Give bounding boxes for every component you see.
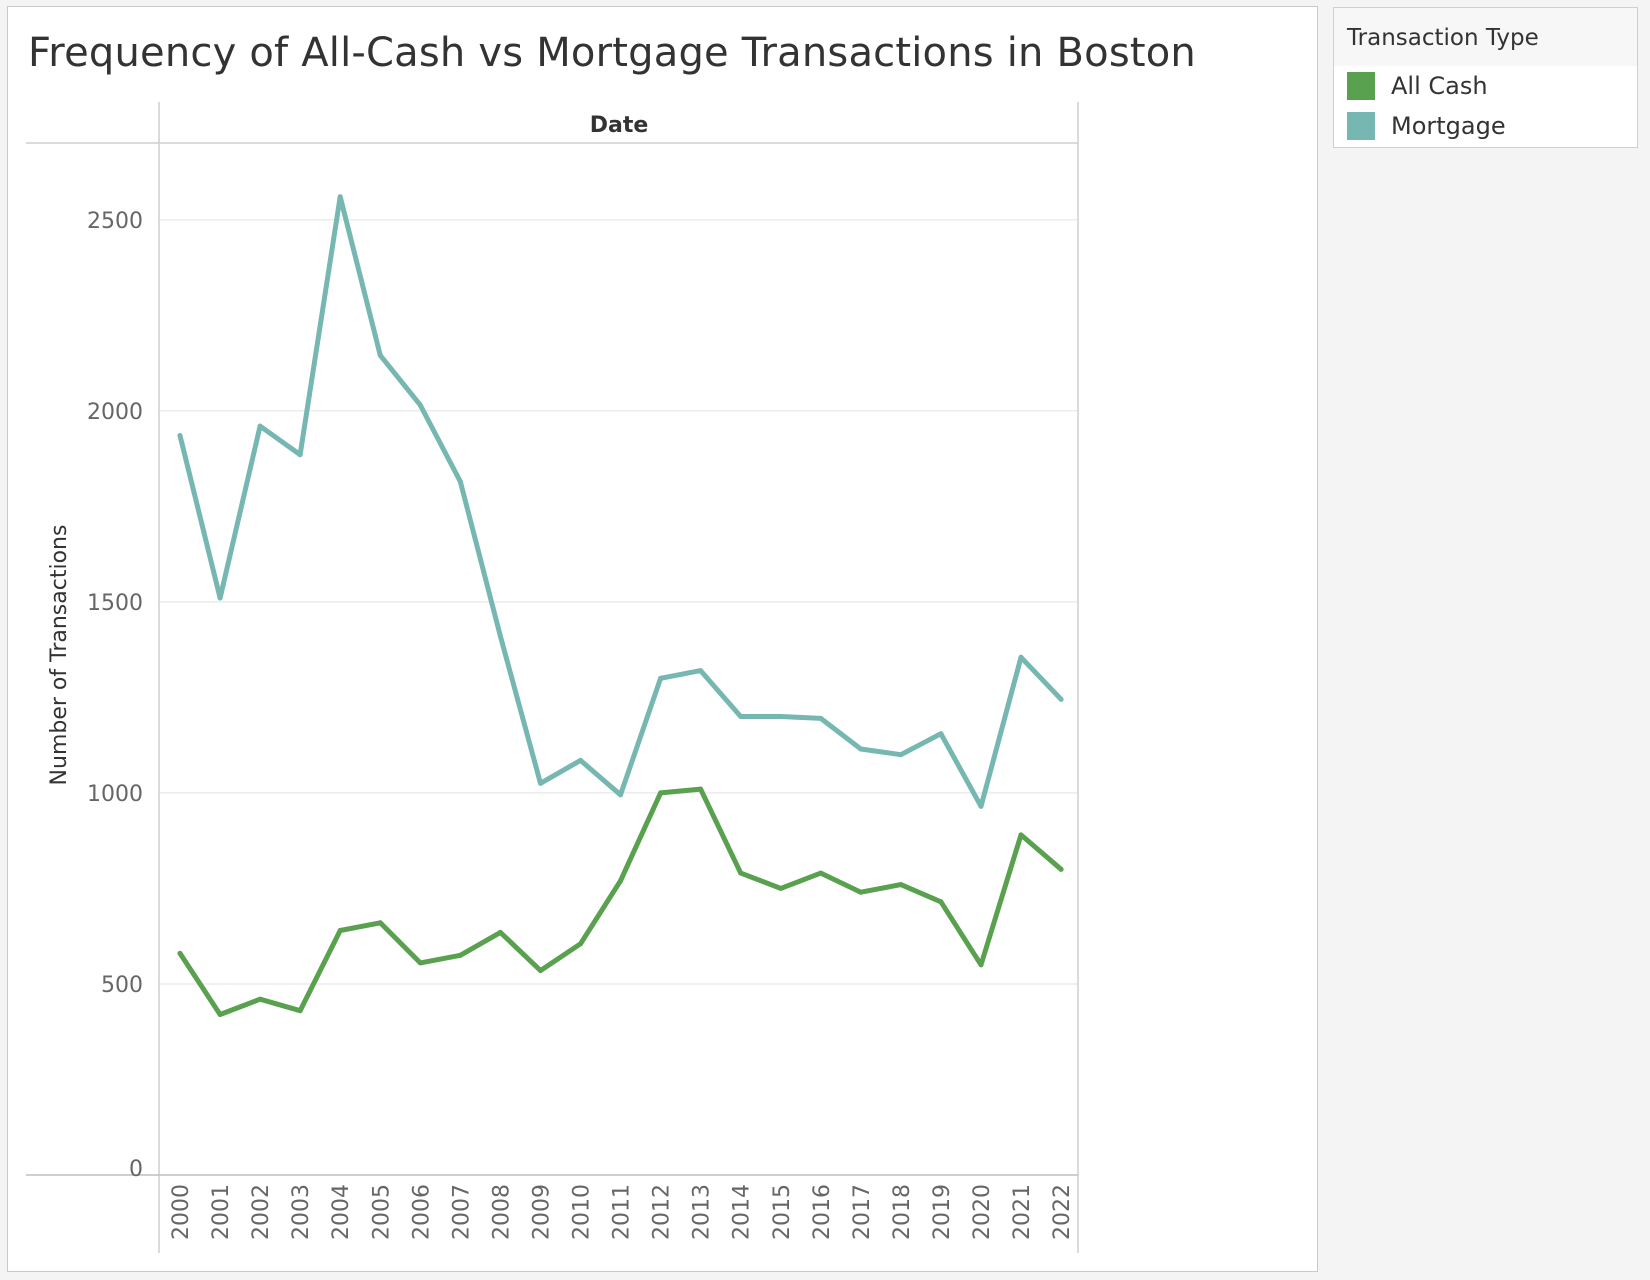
x-tick-label: 2016 — [810, 1184, 835, 1240]
x-axis-ticks: 2000 2001 2002 2003 2004 2005 2006 2007 2008 2009… — [169, 1184, 1075, 1240]
data-point-all-cash — [538, 968, 543, 974]
legend-title: Transaction Type — [1334, 8, 1637, 66]
x-tick-label: 2022 — [1050, 1184, 1075, 1240]
worksheet-panel — [7, 6, 1318, 1272]
legend-item-mortgage[interactable]: Mortgage — [1334, 106, 1637, 146]
data-point-mortgage — [858, 746, 864, 752]
data-point-mortgage — [497, 633, 503, 639]
data-point-mortgage — [938, 731, 944, 737]
data-point-mortgage — [297, 452, 303, 458]
legend-label-all-cash: All Cash — [1391, 72, 1488, 100]
x-tick-label: 2021 — [1010, 1184, 1035, 1240]
data-point-mortgage — [618, 792, 623, 798]
y-axis-ticks: 0 500 1000 1500 2000 2500 — [87, 209, 143, 1182]
x-tick-label: 2011 — [610, 1184, 635, 1240]
x-tick-label: 2002 — [249, 1184, 274, 1240]
x-tick-label: 2009 — [529, 1184, 554, 1240]
data-point-mortgage — [818, 715, 824, 721]
gridlines — [159, 219, 1078, 985]
series-line-mortgage — [177, 194, 1064, 809]
data-point-mortgage — [177, 433, 183, 439]
data-point-mortgage — [217, 595, 223, 601]
x-tick-label: 2018 — [890, 1184, 915, 1240]
data-point-all-cash — [858, 889, 864, 895]
data-point-all-cash — [698, 786, 704, 792]
line-chart: Date Number of Transactions 0 500 1000 1500… — [26, 102, 1079, 1253]
data-point-all-cash — [297, 1008, 303, 1014]
data-point-all-cash — [938, 899, 944, 905]
data-point-mortgage — [538, 780, 543, 786]
data-point-all-cash — [778, 885, 784, 891]
data-point-mortgage — [898, 752, 904, 758]
data-point-mortgage — [1058, 696, 1064, 702]
data-point-mortgage — [698, 668, 704, 674]
x-tick-label: 2001 — [209, 1184, 234, 1240]
data-point-all-cash — [1018, 832, 1024, 838]
data-point-mortgage — [377, 352, 383, 358]
legend-swatch-mortgage — [1347, 112, 1375, 140]
data-point-mortgage — [457, 479, 463, 484]
data-point-all-cash — [898, 882, 904, 888]
data-point-mortgage — [978, 803, 984, 809]
x-tick-label: 2019 — [930, 1184, 955, 1240]
x-tick-label: 2005 — [369, 1184, 394, 1240]
x-tick-label: 2004 — [329, 1184, 354, 1240]
x-tick-label: 2014 — [730, 1184, 755, 1240]
legend: Transaction Type All Cash Mortgage — [1333, 7, 1638, 148]
chart-title: Frequency of All-Cash vs Mortgage Transa… — [28, 30, 1196, 76]
data-point-mortgage — [417, 402, 423, 408]
data-point-all-cash — [578, 941, 583, 947]
data-point-mortgage — [337, 194, 343, 200]
column-header-date: Date — [590, 113, 649, 138]
x-tick-label: 2015 — [770, 1184, 795, 1240]
x-tick-label: 2008 — [489, 1184, 514, 1240]
data-point-all-cash — [417, 960, 423, 966]
data-point-all-cash — [337, 928, 343, 933]
chart-frame — [26, 102, 1079, 1253]
y-tick-label: 2000 — [87, 400, 143, 425]
data-point-all-cash — [818, 870, 824, 876]
x-tick-label: 2007 — [449, 1184, 474, 1240]
x-tick-label: 2012 — [650, 1184, 675, 1240]
x-tick-label: 2010 — [570, 1184, 595, 1240]
data-point-all-cash — [1058, 866, 1064, 872]
y-tick-label: 0 — [129, 1157, 143, 1182]
data-point-mortgage — [257, 423, 263, 429]
data-point-all-cash — [177, 950, 183, 956]
x-tick-label: 2020 — [970, 1184, 995, 1240]
data-point-mortgage — [738, 714, 744, 719]
data-point-mortgage — [658, 675, 664, 681]
x-tick-label: 2006 — [409, 1184, 434, 1240]
y-tick-label: 1500 — [87, 591, 143, 616]
legend-item-all-cash[interactable]: All Cash — [1334, 66, 1637, 106]
data-point-all-cash — [618, 878, 623, 884]
data-point-all-cash — [738, 870, 744, 876]
x-tick-label: 2000 — [169, 1184, 194, 1240]
x-tick-label: 2017 — [850, 1184, 875, 1240]
data-point-all-cash — [978, 962, 984, 968]
data-point-mortgage — [778, 714, 784, 719]
data-point-all-cash — [257, 996, 263, 1002]
series-lines — [177, 194, 1064, 1017]
legend-swatch-all-cash — [1347, 72, 1375, 100]
data-point-all-cash — [497, 929, 503, 935]
y-tick-label: 2500 — [87, 209, 143, 234]
data-point-all-cash — [217, 1012, 223, 1017]
y-axis-label: Number of Transactions — [47, 525, 72, 786]
data-point-mortgage — [578, 757, 583, 763]
legend-label-mortgage: Mortgage — [1391, 112, 1506, 140]
data-point-all-cash — [457, 952, 463, 958]
series-line-all-cash — [177, 786, 1064, 1017]
data-point-all-cash — [377, 920, 383, 926]
x-tick-label: 2013 — [690, 1184, 715, 1240]
data-point-mortgage — [1018, 654, 1024, 660]
y-tick-label: 500 — [101, 973, 143, 998]
data-point-all-cash — [658, 790, 664, 796]
y-tick-label: 1000 — [87, 782, 143, 807]
x-tick-label: 2003 — [289, 1184, 314, 1240]
